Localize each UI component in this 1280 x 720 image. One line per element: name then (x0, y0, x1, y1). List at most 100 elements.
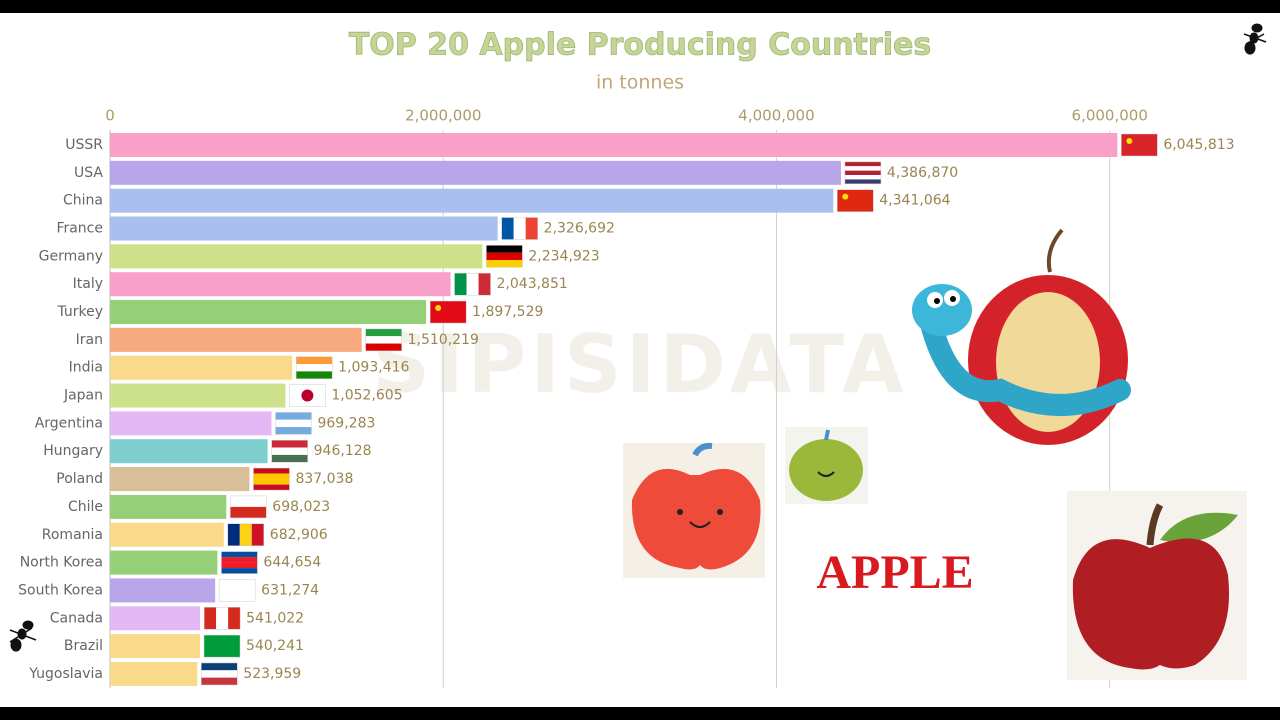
bar (110, 467, 250, 492)
category-label: France (56, 221, 103, 237)
big-red-apple (1067, 491, 1247, 680)
flag-stripe (221, 557, 258, 563)
category-label: USA (74, 165, 103, 181)
flag-border (365, 328, 402, 352)
flag-stripe (525, 217, 538, 240)
value-label: 631,274 (261, 582, 319, 598)
flag-stripe (216, 607, 229, 630)
bar (110, 578, 216, 603)
flag-stripe (204, 607, 217, 630)
flag-stripe (228, 607, 241, 630)
flag-stripe (365, 336, 402, 344)
bar (110, 550, 218, 575)
bar (110, 188, 834, 213)
flag (365, 328, 402, 352)
category-label: Canada (50, 610, 103, 626)
flag-border (501, 217, 538, 240)
value-label: 541,022 (246, 610, 304, 626)
flag (201, 662, 238, 686)
bar (110, 494, 227, 519)
category-label: Romania (42, 527, 103, 543)
category-label: North Korea (20, 555, 103, 571)
value-label: 6,045,813 (1163, 137, 1234, 153)
category-label: Italy (73, 276, 103, 292)
bar-layer: USSR 6,045,813 USA 4,386,870 China 4,341,064 F… (18, 133, 1235, 686)
axis-layer: 0 2,000,000 4,000,000 6,000,000 (105, 107, 1148, 688)
flag-stripe (221, 551, 258, 558)
category-label: Germany (39, 248, 103, 264)
flag (275, 412, 312, 435)
flag-border (844, 161, 882, 185)
flag-border (429, 300, 467, 324)
flag-stripe (204, 635, 241, 658)
flag-stripe (271, 447, 308, 455)
flag-stripe (221, 562, 258, 569)
flag-stripe (201, 670, 238, 678)
flag-stripe (466, 273, 479, 296)
flag-stripe (844, 166, 881, 171)
flag-stripe (230, 506, 267, 518)
flag-stripe (275, 419, 312, 428)
flag (227, 523, 265, 547)
apple-caption: APPLE (816, 546, 973, 599)
flag-stripe (219, 579, 256, 602)
flag-stripe (844, 170, 881, 176)
flag-stripe (271, 440, 308, 448)
flag-border (486, 245, 523, 268)
bar (110, 661, 198, 686)
flag-border (227, 523, 265, 547)
flag-stripe (365, 343, 402, 351)
x-tick-label: 4,000,000 (738, 107, 814, 125)
flag-border (454, 272, 491, 296)
flag (221, 551, 258, 574)
flag-stripe (844, 175, 881, 180)
category-label: Turkey (56, 304, 103, 320)
value-label: 837,038 (295, 471, 353, 487)
flag-border (837, 189, 874, 212)
value-label: 698,023 (272, 499, 330, 515)
flag (295, 356, 333, 379)
bar (110, 216, 498, 241)
flag (844, 161, 882, 185)
chart-subtitle: in tonnes (596, 72, 684, 94)
value-label: 540,241 (246, 638, 304, 654)
flag-stripe (486, 245, 523, 253)
flag-stripe (430, 301, 467, 324)
value-label: 1,052,605 (331, 388, 402, 404)
flag-emblem (1126, 138, 1133, 144)
value-label: 4,341,064 (879, 193, 950, 209)
category-label: Japan (63, 388, 103, 404)
flag-stripe (201, 662, 238, 671)
x-tick-label: 0 (105, 107, 115, 125)
flag-disc (301, 389, 314, 402)
value-label: 682,906 (270, 527, 328, 543)
flag-stripe (1121, 134, 1158, 156)
chart-title: TOP 20 Apple Producing Countries (349, 28, 931, 63)
flag-border (271, 439, 308, 463)
flag-border (1121, 133, 1158, 157)
flag (253, 467, 290, 491)
worm-apple (912, 228, 1131, 445)
flag (429, 300, 467, 324)
flag-stripe (365, 328, 402, 337)
flag-border (203, 634, 241, 658)
category-label: South Korea (18, 582, 103, 598)
bar (110, 439, 268, 464)
bar (110, 160, 841, 185)
bar (110, 522, 224, 547)
bar (110, 606, 201, 631)
bar (110, 634, 201, 659)
flag-border (275, 412, 312, 435)
flag-stripe (275, 427, 312, 435)
flag-stripe (844, 161, 881, 167)
flag-stripe (275, 412, 312, 420)
flag-border (201, 662, 238, 686)
category-label: Iran (76, 332, 103, 348)
flag (230, 495, 267, 519)
category-label: Argentina (35, 415, 103, 431)
flag-stripe (486, 260, 523, 268)
value-label: 4,386,870 (887, 165, 958, 181)
flag-emblem (435, 305, 442, 312)
flag (289, 384, 326, 407)
